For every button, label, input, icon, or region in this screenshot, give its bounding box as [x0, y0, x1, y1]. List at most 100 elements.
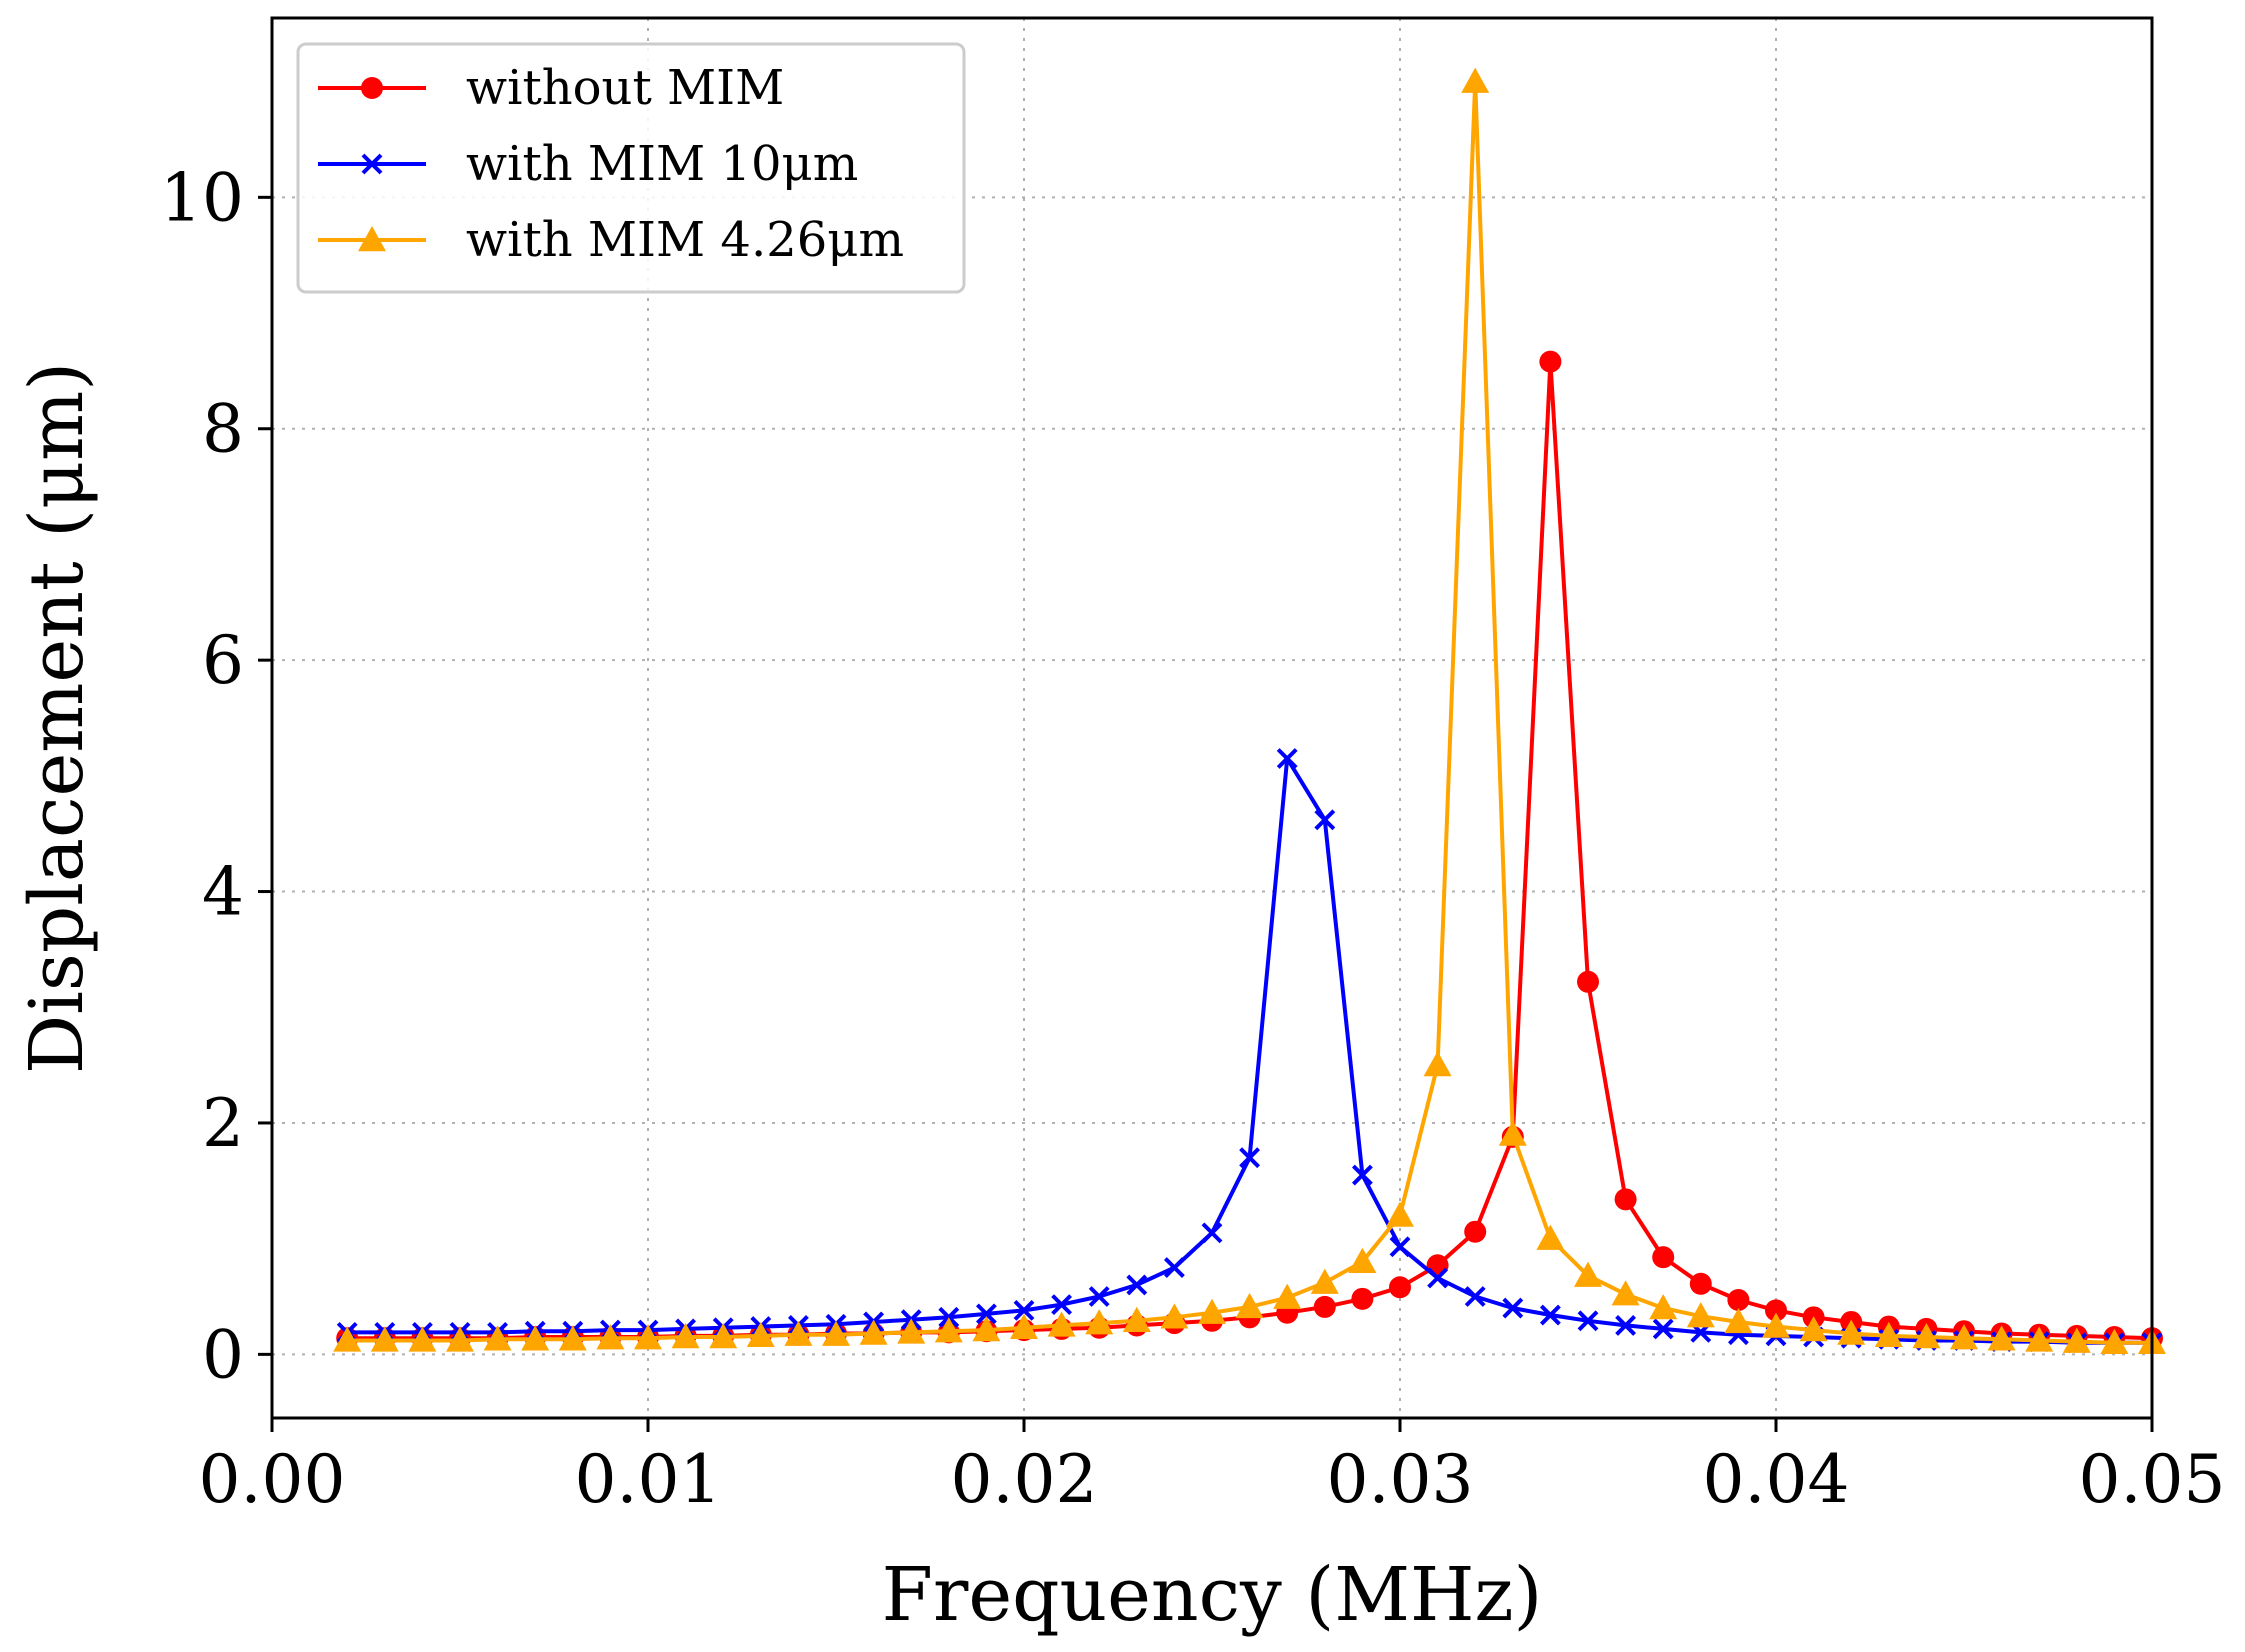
- data-point: [1351, 1287, 1374, 1310]
- data-point: [1652, 1246, 1675, 1269]
- data-point: [1539, 350, 1562, 373]
- data-point: [1085, 1309, 1114, 1335]
- data-point: [1502, 1297, 1524, 1319]
- ticks: 0.00 0.01 0.02 0.03 0.04 0.05 0 2 4 6 8 10: [160, 159, 2225, 1518]
- data-point: [1652, 1318, 1674, 1340]
- data-point: [1351, 1164, 1373, 1186]
- data-point: [1013, 1299, 1035, 1321]
- data-point: [2062, 1327, 2091, 1353]
- data-point: [1498, 1120, 1527, 1146]
- data-point: [333, 1326, 362, 1352]
- x-tick-label: 0.03: [1327, 1441, 1474, 1518]
- data-point: [1051, 1294, 1073, 1316]
- y-tick-label: 6: [202, 622, 244, 699]
- data-point: [446, 1326, 474, 1352]
- data-point: [1539, 1304, 1561, 1326]
- y-tick-label: 2: [202, 1085, 244, 1162]
- x-tick-label: 0.02: [951, 1441, 1098, 1518]
- legend-item: without MIM: [318, 60, 784, 116]
- data-point: [1837, 1319, 1866, 1345]
- data-point: [746, 1321, 775, 1348]
- legend-item: with MIM 10μm: [318, 136, 858, 192]
- data-point: [1047, 1311, 1076, 1337]
- legend: without MIM with MIM 10μm with MIM 4.26μm: [296, 42, 966, 294]
- data-point: [1314, 809, 1336, 831]
- data-point: [1987, 1325, 2016, 1351]
- data-point: [784, 1320, 813, 1346]
- data-point: [1122, 1306, 1151, 1333]
- data-point: [1724, 1307, 1753, 1334]
- y-tick-label: 0: [202, 1316, 244, 1393]
- data-point: [1310, 1268, 1339, 1294]
- data-point: [1427, 1267, 1449, 1289]
- data-point: [975, 1303, 997, 1325]
- data-point: [1273, 1283, 1302, 1309]
- data-point: [1727, 1288, 1750, 1311]
- x-axis-label: Frequency (MHz): [882, 1552, 1543, 1638]
- legend-item: with MIM 4.26μm: [318, 212, 904, 268]
- data-point: [1201, 1222, 1223, 1244]
- data-point: [2100, 1328, 2129, 1354]
- data-point: [1389, 1236, 1411, 1258]
- legend-label: with MIM 10μm: [466, 136, 858, 192]
- data-point: [2025, 1326, 2054, 1352]
- data-point: [1088, 1286, 1110, 1307]
- data-point: [1686, 1302, 1715, 1328]
- data-point: [1762, 1312, 1790, 1338]
- data-point: [1574, 1261, 1602, 1287]
- data-point: [1461, 67, 1490, 93]
- data-point: [897, 1318, 926, 1344]
- data-point: [1163, 1257, 1185, 1279]
- data-point: [483, 1325, 512, 1351]
- data-point: [408, 1326, 437, 1352]
- data-point: [370, 1326, 399, 1352]
- legend-label: with MIM 4.26μm: [466, 212, 904, 268]
- y-tick-label: 4: [202, 854, 244, 931]
- data-point: [1577, 970, 1599, 993]
- legend-marker: [361, 153, 383, 175]
- data-point: [634, 1324, 662, 1350]
- data-point: [1649, 1294, 1678, 1320]
- data-point: [1799, 1316, 1828, 1342]
- data-point: [822, 1320, 850, 1346]
- x-tick-label: 0.00: [199, 1441, 346, 1518]
- data-point: [1464, 1286, 1486, 1307]
- y-axis-label: Displacement (μm): [14, 362, 100, 1074]
- x-tick-label: 0.05: [2079, 1441, 2226, 1518]
- data-point: [1464, 1220, 1487, 1243]
- data-point: [1950, 1324, 1978, 1350]
- x-tick-label: 0.01: [575, 1441, 722, 1518]
- data-point: [1010, 1313, 1038, 1339]
- data-point: [1348, 1247, 1377, 1274]
- series-layer: [333, 67, 2166, 1354]
- data-point: [1126, 1274, 1148, 1296]
- data-point: [1912, 1323, 1941, 1349]
- data-point: [1689, 1272, 1712, 1295]
- legend-box: [296, 42, 966, 294]
- data-point: [1577, 1310, 1599, 1332]
- y-tick-label: 10: [160, 159, 244, 236]
- series-with-mim-4-26-m: [333, 67, 2166, 1354]
- data-point: [1874, 1321, 1903, 1348]
- data-point: [972, 1316, 1001, 1342]
- x-tick-label: 0.04: [1703, 1441, 1850, 1518]
- data-point: [1389, 1276, 1411, 1299]
- legend-marker: [358, 226, 386, 252]
- y-tick-label: 8: [202, 391, 244, 468]
- data-point: [1611, 1280, 1640, 1306]
- data-point: [1313, 1295, 1336, 1318]
- plot-frame: [270, 16, 2154, 1420]
- data-point: [1765, 1299, 1787, 1322]
- data-point: [1239, 1147, 1261, 1169]
- data-point: [1160, 1303, 1189, 1329]
- data-point: [1423, 1051, 1452, 1077]
- legend-label: without MIM: [466, 60, 784, 116]
- data-point: [709, 1323, 738, 1349]
- data-point: [1235, 1292, 1264, 1319]
- data-point: [934, 1317, 963, 1343]
- data-point: [1615, 1315, 1637, 1336]
- data-point: [521, 1325, 550, 1351]
- data-point: [1198, 1298, 1226, 1324]
- data-point: [1276, 748, 1298, 769]
